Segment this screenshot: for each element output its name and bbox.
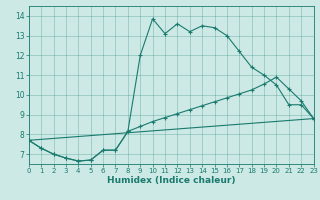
X-axis label: Humidex (Indice chaleur): Humidex (Indice chaleur) (107, 176, 236, 185)
